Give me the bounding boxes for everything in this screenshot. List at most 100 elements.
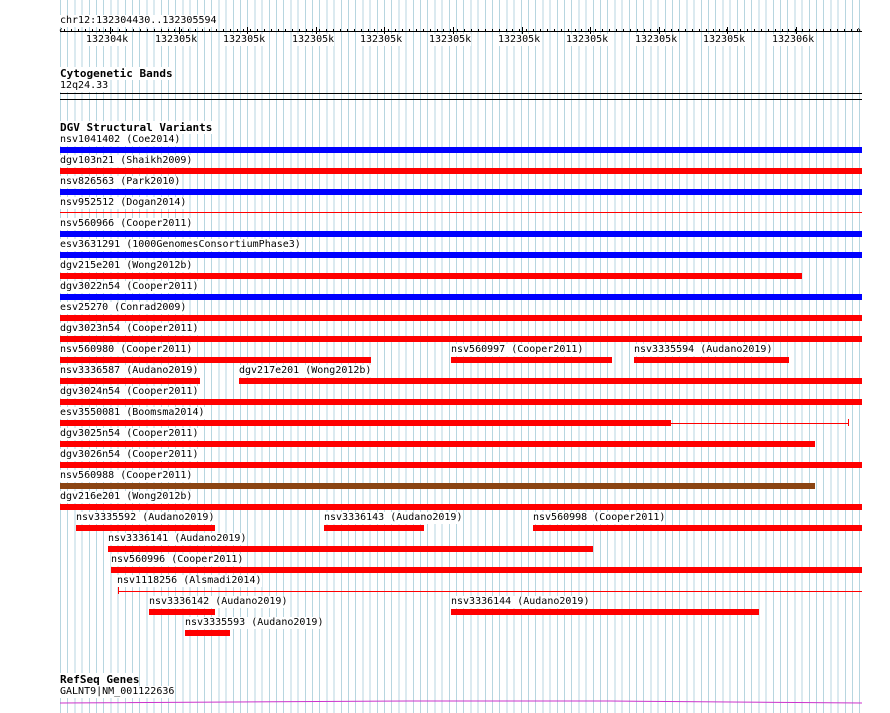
feature-bar[interactable]: [60, 189, 862, 195]
feature-bar[interactable]: [60, 378, 200, 384]
ruler-minor-tick: [485, 29, 486, 32]
ruler-minor-tick: [823, 29, 824, 32]
ruler-minor-tick: [692, 29, 693, 32]
feature-bar[interactable]: [60, 504, 862, 510]
ruler-minor-tick: [837, 29, 838, 32]
ruler-minor-tick: [499, 29, 500, 32]
ruler-minor-tick: [471, 29, 472, 32]
feature-bar[interactable]: [451, 609, 759, 615]
ruler-minor-tick: [216, 29, 217, 32]
ruler-minor-tick: [209, 29, 210, 32]
ruler-minor-tick: [540, 29, 541, 32]
feature-label: nsv560996 (Cooper2011): [111, 554, 244, 566]
ruler-minor-tick: [492, 29, 493, 32]
ruler-minor-tick: [374, 29, 375, 32]
ruler-minor-tick: [768, 29, 769, 32]
ruler-minor-tick: [512, 29, 513, 32]
feature-bar[interactable]: [60, 336, 862, 342]
feature-bar-tail[interactable]: [671, 423, 849, 424]
ruler-minor-tick: [326, 29, 327, 32]
ruler-minor-tick: [726, 29, 727, 32]
feature-bar[interactable]: [60, 399, 862, 405]
ruler-minor-tick: [395, 29, 396, 32]
feature-bar[interactable]: [451, 357, 612, 363]
ruler-minor-tick: [830, 29, 831, 32]
ruler-minor-tick: [168, 29, 169, 32]
feature-bar[interactable]: [76, 525, 215, 531]
feature-bar[interactable]: [149, 609, 215, 615]
feature-bar[interactable]: [60, 231, 862, 237]
ruler-minor-tick: [409, 29, 410, 32]
ruler-tick-mark: [590, 27, 591, 36]
ruler-minor-tick: [519, 29, 520, 32]
ruler-minor-tick: [264, 29, 265, 32]
ruler-minor-tick: [92, 29, 93, 32]
feature-label: dgv103n21 (Shaikh2009): [60, 155, 193, 167]
ruler-minor-tick: [561, 29, 562, 32]
feature-label: nsv560998 (Cooper2011): [533, 512, 666, 524]
ruler-minor-tick: [554, 29, 555, 32]
ruler-minor-tick: [174, 29, 175, 32]
ruler-minor-tick: [154, 29, 155, 32]
feature-label: esv3631291 (1000GenomesConsortiumPhase3): [60, 239, 301, 251]
feature-bar[interactable]: [111, 567, 862, 573]
feature-bar[interactable]: [185, 630, 230, 636]
feature-bar[interactable]: [60, 441, 815, 447]
cytoband-label: 12q24.33: [60, 80, 109, 92]
ruler-minor-tick: [740, 29, 741, 32]
ruler-minor-tick: [747, 29, 748, 32]
ruler-minor-tick: [733, 29, 734, 32]
ruler-minor-tick: [361, 29, 362, 32]
feature-bar[interactable]: [60, 483, 815, 489]
ruler-minor-tick: [761, 29, 762, 32]
ruler-minor-tick: [368, 29, 369, 32]
feature-bar[interactable]: [108, 546, 593, 552]
feature-bar[interactable]: [60, 252, 862, 258]
feature-bar[interactable]: [533, 525, 862, 531]
gene-model[interactable]: [60, 695, 862, 707]
ruler-tick-mark: [522, 27, 523, 36]
ruler-minor-tick: [754, 29, 755, 32]
ruler-minor-tick: [99, 29, 100, 32]
feature-label: nsv1041402 (Coe2014): [60, 134, 181, 146]
ruler-minor-tick: [506, 29, 507, 32]
feature-label: nsv560997 (Cooper2011): [451, 344, 584, 356]
ruler-tick-label: 132305k: [292, 34, 335, 46]
feature-bar[interactable]: [60, 462, 862, 468]
feature-bar[interactable]: [60, 315, 862, 321]
ruler-minor-tick: [657, 29, 658, 32]
cytoband-bar-top[interactable]: [60, 93, 862, 94]
ruler-tick-label: 132305k: [429, 34, 472, 46]
ruler-minor-tick: [319, 29, 320, 32]
ruler-tick-label: 132306k: [772, 34, 815, 46]
feature-bar[interactable]: [634, 357, 789, 363]
feature-bar[interactable]: [60, 357, 371, 363]
ruler-tick-label: 132305k: [635, 34, 678, 46]
ruler-tick-label: 132305k: [155, 34, 198, 46]
feature-bar[interactable]: [60, 147, 862, 153]
ruler-tick-mark: [659, 27, 660, 36]
feature-label: esv3550081 (Boomsma2014): [60, 407, 205, 419]
feature-bar[interactable]: [118, 591, 862, 592]
ruler-minor-tick: [237, 29, 238, 32]
feature-bar-end-cap: [848, 419, 849, 426]
ruler-minor-tick: [457, 29, 458, 32]
feature-bar[interactable]: [60, 294, 862, 300]
feature-bar[interactable]: [60, 212, 862, 213]
ruler-tick-mark: [316, 27, 317, 36]
feature-bar[interactable]: [60, 273, 802, 279]
feature-bar[interactable]: [60, 420, 671, 426]
ruler-minor-tick: [437, 29, 438, 32]
ruler-minor-tick: [388, 29, 389, 32]
ruler-minor-tick: [630, 29, 631, 32]
feature-bar[interactable]: [239, 378, 862, 384]
ruler-minor-tick: [857, 29, 858, 32]
ruler-minor-tick: [202, 29, 203, 32]
ruler-minor-tick: [161, 29, 162, 32]
feature-label: nsv3335592 (Audano2019): [76, 512, 215, 524]
background-grid: [60, 0, 862, 713]
ruler-axis[interactable]: [60, 31, 862, 32]
ruler-tick-mark: [247, 27, 248, 36]
feature-bar[interactable]: [60, 168, 862, 174]
feature-bar[interactable]: [324, 525, 424, 531]
